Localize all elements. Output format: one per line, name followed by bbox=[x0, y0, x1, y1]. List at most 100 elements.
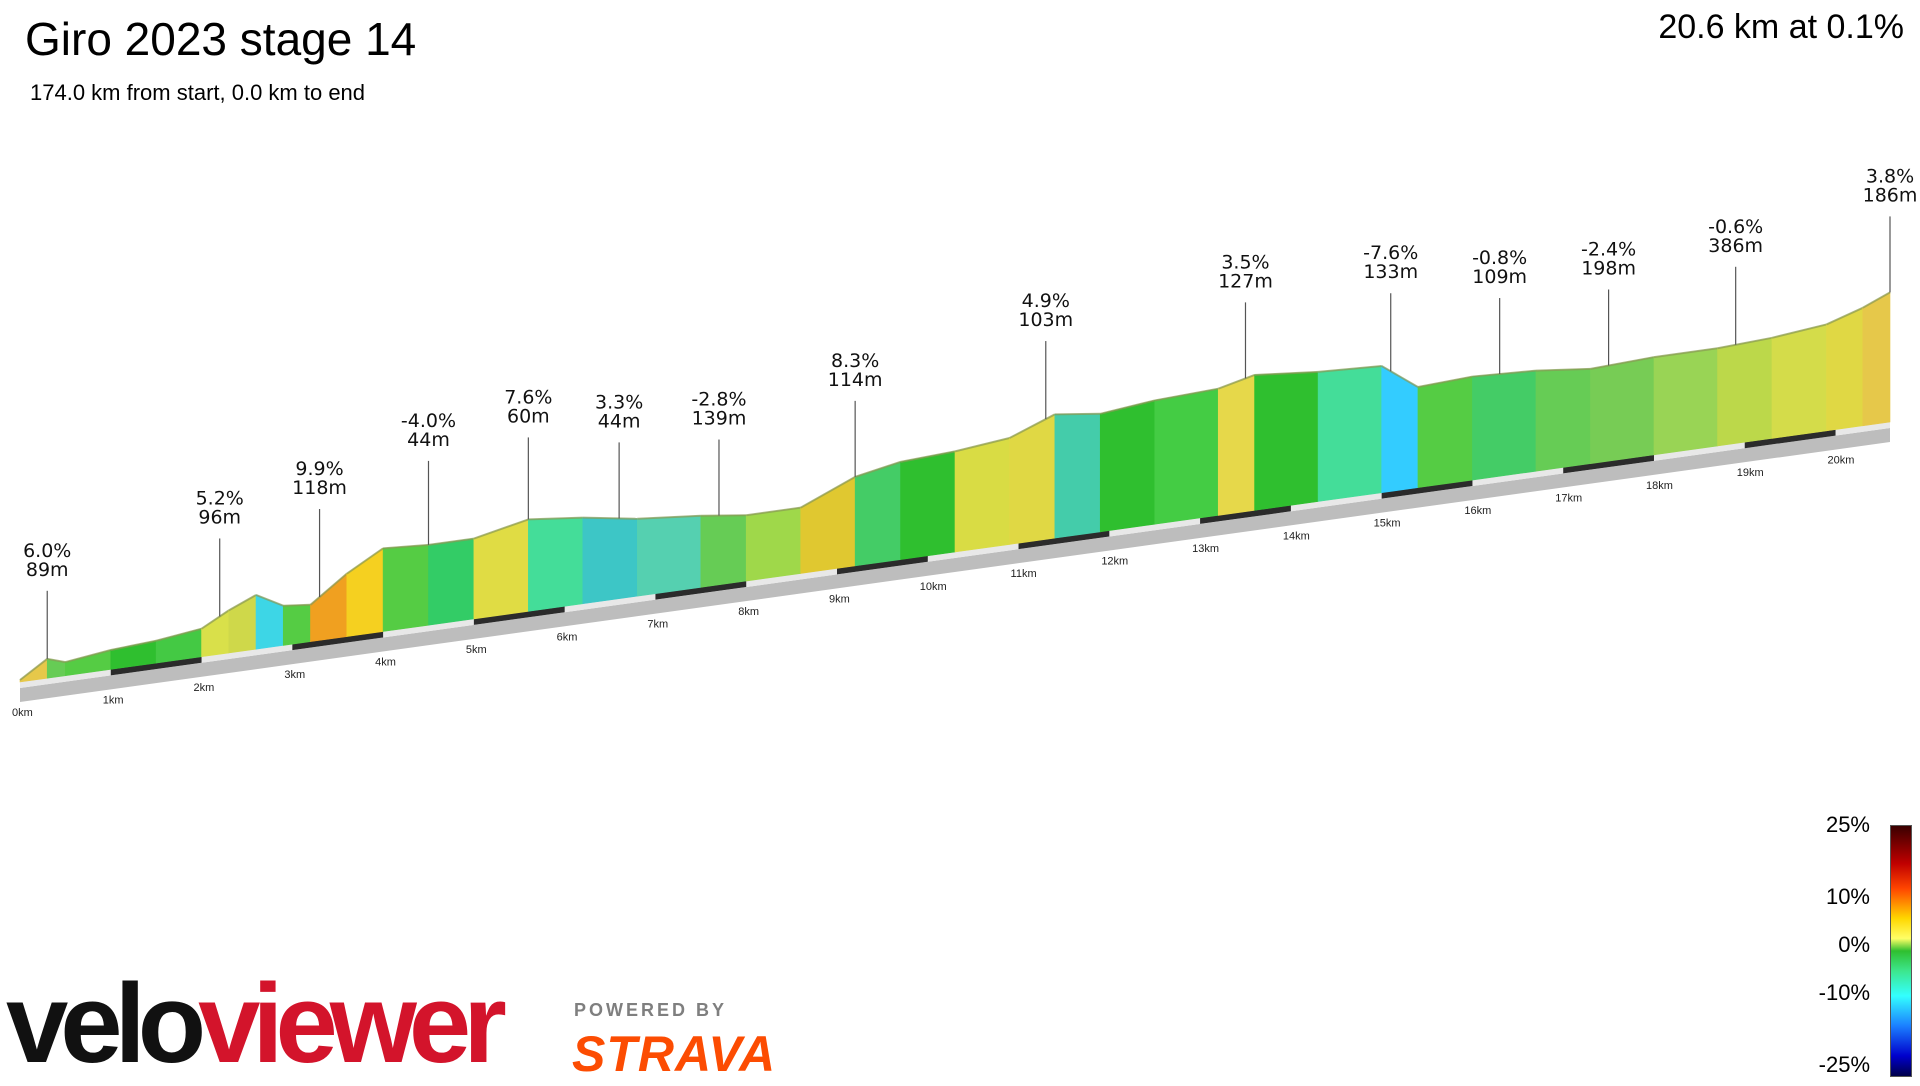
profile-ridge bbox=[900, 450, 956, 463]
annotation-elevation: 118m bbox=[292, 477, 347, 499]
profile-ridge bbox=[110, 639, 157, 651]
powered-by-label: POWERED BY bbox=[574, 1000, 728, 1020]
profile-segment bbox=[1535, 368, 1591, 472]
profile-ridge bbox=[954, 437, 1010, 453]
gradient-legend-bar bbox=[1890, 825, 1912, 1077]
profile-segment bbox=[1862, 291, 1891, 427]
road-km-marker bbox=[473, 606, 565, 625]
legend-tick-0: 0% bbox=[1838, 932, 1870, 957]
profile-segment bbox=[700, 514, 747, 588]
annotations: 6.0%89m5.2%96m9.9%118m-4.0%44m7.6%60m3.3… bbox=[23, 165, 1918, 659]
profile-ridge bbox=[700, 514, 747, 517]
km-tick-label: 4km bbox=[375, 657, 396, 669]
profile-ridge bbox=[1154, 387, 1219, 402]
annotation-gradient: -4.0% bbox=[401, 410, 456, 432]
profile-segment bbox=[745, 507, 801, 582]
profile-ridge bbox=[1535, 367, 1591, 372]
page-title: Giro 2023 stage 14 bbox=[25, 13, 417, 65]
distance-subtitle: 174.0 km from start, 0.0 km to end bbox=[30, 80, 366, 105]
km-tick-label: 17km bbox=[1555, 492, 1582, 504]
profile-ridge bbox=[854, 460, 901, 478]
annotation-elevation: 96m bbox=[198, 506, 241, 528]
annotation-gradient: 9.9% bbox=[295, 458, 343, 480]
legend-tick-neg25: -25% bbox=[1818, 1052, 1870, 1077]
profile-segment bbox=[201, 609, 230, 658]
profile-ridge bbox=[1254, 370, 1319, 376]
profile-segment bbox=[473, 518, 529, 620]
logo-velo: velo bbox=[6, 961, 206, 1086]
annotation-elevation: 89m bbox=[26, 559, 69, 581]
road-km-marker bbox=[655, 581, 747, 600]
base-slab-side bbox=[20, 428, 1890, 702]
profile-ridge bbox=[19, 658, 48, 681]
strava-logo: STRAVA bbox=[572, 1026, 777, 1082]
annotation-elevation: 186m bbox=[1863, 184, 1918, 206]
profile-ridge bbox=[255, 594, 284, 607]
profile-ridge bbox=[1054, 412, 1101, 416]
annotation-elevation: 103m bbox=[1018, 309, 1073, 331]
annotation-gradient: 3.8% bbox=[1866, 165, 1914, 187]
logo-viewer: viewer bbox=[198, 961, 507, 1086]
profile-segment bbox=[382, 544, 429, 632]
annotation-gradient: -7.6% bbox=[1363, 242, 1418, 264]
road-km-marker bbox=[292, 631, 384, 651]
km-tick-label: 14km bbox=[1283, 530, 1310, 542]
km-tick-label: 5km bbox=[466, 644, 487, 656]
road-km-marker bbox=[1563, 454, 1654, 474]
km-tick-label: 16km bbox=[1464, 505, 1491, 517]
annotation-elevation: 127m bbox=[1218, 270, 1273, 292]
veloviewer-logo: veloviewer bbox=[6, 968, 507, 1080]
profile-ridge bbox=[200, 609, 230, 630]
legend-tick-10: 10% bbox=[1825, 884, 1870, 909]
profile-ridge bbox=[582, 516, 638, 520]
profile-segment bbox=[282, 604, 311, 646]
annotation-elevation: 198m bbox=[1581, 257, 1636, 279]
profile-ridge bbox=[1862, 291, 1891, 309]
profile-ridge bbox=[1717, 336, 1773, 350]
km-tick-label: 8km bbox=[738, 606, 759, 618]
road-km-marker bbox=[836, 555, 928, 575]
annotation-gradient: -0.6% bbox=[1708, 216, 1763, 238]
road-km-marker bbox=[110, 656, 202, 676]
segment-summary: 20.6 km at 0.1% bbox=[1658, 8, 1904, 46]
annotation-gradient: 5.2% bbox=[196, 487, 244, 509]
annotation-gradient: 3.5% bbox=[1221, 251, 1269, 273]
km-tick-label: 18km bbox=[1646, 480, 1673, 492]
km-tick-label: 12km bbox=[1101, 556, 1128, 568]
annotation-gradient: 6.0% bbox=[23, 540, 71, 562]
profile-segment bbox=[528, 517, 584, 612]
profile-ridge bbox=[746, 506, 801, 517]
km-tick-label: 6km bbox=[557, 631, 578, 643]
profile-ridge bbox=[1472, 369, 1537, 378]
annotation-gradient: -0.8% bbox=[1472, 247, 1527, 269]
km-tick-label: 13km bbox=[1192, 543, 1219, 555]
profile-segment bbox=[1590, 356, 1655, 464]
road-km-marker bbox=[1381, 480, 1473, 499]
profile-segment bbox=[1826, 307, 1864, 432]
profile-ridge bbox=[1417, 375, 1473, 389]
profile-segment bbox=[1653, 347, 1718, 456]
profile-ridge bbox=[155, 627, 202, 642]
km-tick-label: 11km bbox=[1011, 568, 1037, 580]
km-tick-label: 3km bbox=[284, 669, 305, 681]
profile-ridge bbox=[65, 649, 112, 664]
profile-segment bbox=[1154, 388, 1219, 525]
road-km-marker bbox=[1200, 505, 1291, 524]
profile-ridge bbox=[383, 543, 429, 550]
profile-segment bbox=[1317, 365, 1382, 502]
profile-ridge bbox=[228, 594, 257, 612]
km-ticks: 0km 1km 2km 3km 4km 5km 6km 7km 8km 9km 10km 11km 12… bbox=[12, 455, 1854, 719]
profile-segment bbox=[1417, 376, 1473, 488]
annotation-elevation: 386m bbox=[1708, 235, 1763, 257]
profile-segment bbox=[1254, 371, 1319, 511]
road-km-marker bbox=[1744, 429, 1836, 449]
annotation-elevation: 139m bbox=[692, 408, 747, 430]
annotation-elevation: 114m bbox=[828, 369, 883, 391]
km-tick-label: 10km bbox=[920, 581, 947, 593]
profile-ridge bbox=[1381, 365, 1419, 388]
km-tick-label: 20km bbox=[1828, 455, 1855, 467]
annotation-gradient: 7.6% bbox=[504, 386, 552, 408]
km-tick-label: 1km bbox=[103, 694, 124, 706]
profile-ridge bbox=[1217, 374, 1255, 390]
annotation-gradient: -2.8% bbox=[691, 389, 746, 411]
